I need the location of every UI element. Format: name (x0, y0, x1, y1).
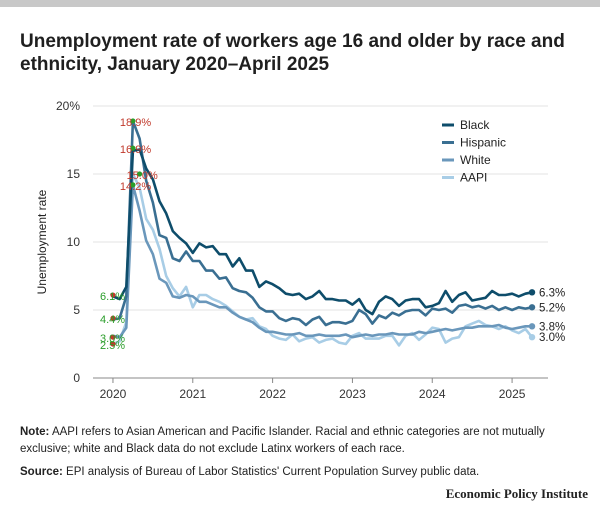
marker-dot (110, 341, 116, 347)
annotations: 18.9% 16.9% 15.0%14.2% 6.1% 4.4% 3.0%2.5% (100, 117, 158, 352)
y-tick-label: 5 (73, 303, 80, 317)
legend-label-black: Black (460, 118, 490, 132)
note: Note: AAPI refers to Asian American and … (20, 424, 585, 458)
marker-dot (110, 334, 116, 340)
series-line-white (111, 183, 534, 339)
marker-dot (110, 315, 116, 321)
end-dot-black (528, 289, 536, 296)
series-line-black (111, 148, 534, 316)
y-tick-label: 0 (73, 371, 80, 385)
y-tick-label: 20% (56, 99, 80, 113)
annotation-label: 14.2% (120, 181, 151, 193)
x-tick-label: 2021 (179, 387, 206, 401)
marker-dot (130, 182, 136, 188)
legend: Black Hispanic White AAPI (442, 118, 506, 185)
end-dot-aapi (528, 334, 536, 341)
x-tick-label: 2023 (339, 387, 366, 401)
x-tick-label: 2022 (259, 387, 286, 401)
end-dot-hispanic (528, 304, 536, 311)
note-label: Note: (20, 426, 50, 438)
legend-label-hispanic: Hispanic (460, 136, 506, 150)
marker-dot (110, 292, 116, 298)
end-label-hispanic: 5.2% (539, 302, 565, 314)
series-line-hispanic (111, 119, 534, 327)
annotation-label: 18.9% (120, 117, 151, 129)
marker-dot (136, 171, 143, 177)
y-tick-label: 15 (67, 167, 81, 181)
marker-dot (130, 118, 136, 124)
series-line-aapi (111, 172, 534, 347)
y-axis-label: Unemployment rate (35, 189, 49, 294)
chart-title: Unemployment rate of workers age 16 and … (20, 31, 565, 75)
end-label-white: 3.8% (539, 321, 565, 333)
annotation-label: 4.4% (100, 314, 125, 326)
series-lines: 6.3% 5.2% 3.8%3.0% (111, 119, 565, 347)
end-label-aapi: 3.0% (539, 332, 565, 344)
notes: Note: AAPI refers to Asian American and … (20, 424, 585, 487)
top-rule (0, 0, 600, 7)
x-tick-label: 2020 (100, 387, 127, 401)
source-label: Source: (20, 466, 63, 478)
legend-label-white: White (460, 153, 491, 167)
annotation-label: 16.9% (120, 144, 151, 156)
annotation-label: 15.0% (127, 170, 158, 182)
annotation-label: 3.0% (100, 333, 125, 345)
end-dot-white (528, 323, 536, 330)
x-tick-label: 2025 (499, 387, 526, 401)
source-text: EPI analysis of Bureau of Labor Statisti… (66, 466, 480, 478)
marker-dot (130, 145, 136, 151)
x-tick-label: 2024 (419, 387, 446, 401)
end-label-black: 6.3% (539, 287, 565, 299)
y-tick-label: 10 (67, 235, 81, 249)
axes: 0 5 10 15 20% 2020 2021 2022 2023 2024 2025 Unemplo… (35, 99, 526, 401)
brand-logo: Economic Policy Institute (445, 486, 588, 501)
annotation-label: 2.5% (100, 340, 125, 352)
source: Source: EPI analysis of Bureau of Labor … (20, 464, 585, 481)
legend-label-aapi: AAPI (460, 171, 487, 185)
annotation-label: 6.1% (100, 291, 125, 303)
note-text: AAPI refers to Asian American and Pacifi… (20, 426, 545, 455)
